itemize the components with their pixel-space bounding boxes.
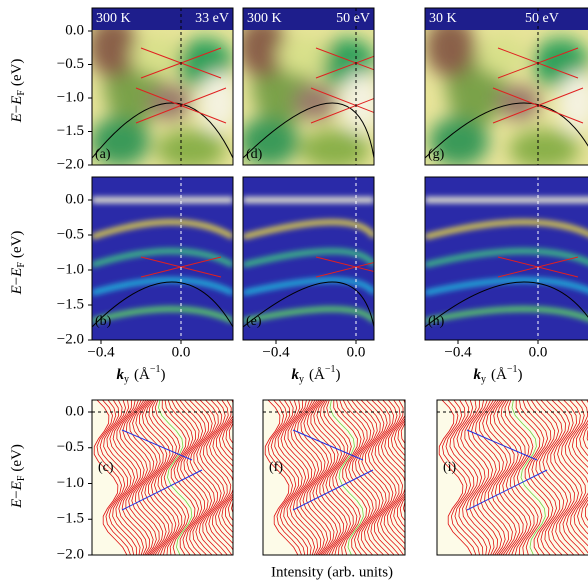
panel-frame — [91, 399, 234, 556]
x-axis-label: ky (Å−1) — [474, 364, 523, 385]
bottom-x-label: Intensity (arb. units) — [271, 564, 393, 580]
temperature-label: 300 K — [247, 11, 282, 26]
panel-label: (d) — [246, 147, 263, 162]
panel-frame — [436, 399, 588, 556]
x-tick-label: −0.4 — [444, 344, 472, 360]
panel — [243, 177, 374, 340]
y-axis-label: E−EF(eV) — [9, 59, 27, 124]
panel-label: (a) — [95, 147, 111, 162]
y-tick-label: −1.5 — [57, 123, 84, 139]
panel — [243, 8, 374, 165]
panel-frame — [91, 176, 234, 341]
y-axis-label: E−EF(eV) — [9, 231, 27, 296]
y-tick-label: −1.5 — [57, 511, 84, 527]
y-tick-label: −1.0 — [57, 89, 84, 105]
panel — [92, 400, 233, 555]
panel-label: (e) — [246, 314, 262, 329]
panel-label: (b) — [95, 314, 112, 329]
panel — [92, 177, 233, 340]
y-tick-label: 0.0 — [65, 191, 84, 207]
y-tick-label: −0.5 — [57, 226, 84, 242]
y-tick-label: −0.5 — [57, 439, 84, 455]
temperature-label: 30 K — [429, 11, 457, 26]
panel-frame — [424, 7, 588, 166]
panel-frame — [242, 176, 375, 341]
y-tick-label: −1.5 — [57, 296, 84, 312]
x-axis-label: ky (Å−1) — [292, 364, 341, 385]
x-tick-label: −0.4 — [87, 344, 115, 360]
y-tick-label: −2.0 — [57, 546, 84, 562]
y-axis-label: E−EF(eV) — [9, 444, 27, 509]
energy-label: 50 eV — [525, 11, 559, 26]
y-tick-label: 0.0 — [65, 403, 84, 419]
y-tick-label: −2.0 — [57, 156, 84, 172]
panel — [425, 177, 588, 340]
panel-label: (i) — [443, 460, 457, 475]
panel — [437, 400, 588, 555]
panel-label: (f) — [269, 460, 283, 475]
panel-frame — [91, 7, 234, 166]
panel-frame — [424, 176, 588, 341]
panel-label: (c) — [98, 460, 114, 475]
temperature-label: 300 K — [96, 11, 131, 26]
x-tick-label: −0.4 — [262, 344, 290, 360]
panel — [92, 8, 233, 165]
y-tick-label: −2.0 — [57, 331, 84, 347]
y-tick-label: −0.5 — [57, 56, 84, 72]
panel-label: (h) — [428, 314, 445, 329]
energy-label: 50 eV — [336, 11, 370, 26]
panel — [425, 8, 588, 165]
panel — [263, 400, 405, 555]
energy-label: 33 eV — [195, 11, 229, 26]
panel-frame — [262, 399, 406, 556]
panel-label: (g) — [428, 147, 445, 162]
y-tick-label: −1.0 — [57, 261, 84, 277]
y-tick-label: −1.0 — [57, 475, 84, 491]
x-tick-label: 0.0 — [347, 344, 366, 360]
y-tick-label: 0.0 — [65, 22, 84, 38]
panel-frame — [242, 7, 375, 166]
x-tick-label: 0.0 — [172, 344, 191, 360]
x-tick-label: 0.0 — [529, 344, 548, 360]
x-axis-label: ky (Å−1) — [117, 364, 166, 385]
